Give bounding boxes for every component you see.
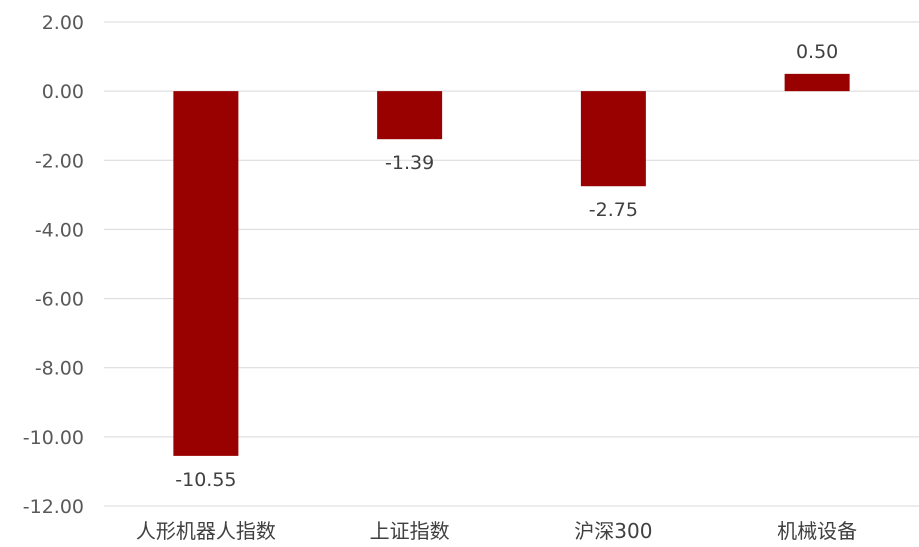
data-labels: -10.55 -1.39 -2.75 0.50 — [175, 41, 838, 491]
bar — [784, 73, 850, 92]
y-tick-label: -6.00 — [35, 289, 84, 311]
data-label: 0.50 — [796, 41, 838, 63]
data-label: -2.75 — [589, 199, 638, 221]
y-tick-label: -4.00 — [35, 219, 84, 241]
category-label: 人形机器人指数 — [136, 519, 276, 543]
y-tick-label: -10.00 — [23, 427, 84, 449]
category-label: 沪深300 — [574, 519, 652, 543]
bar — [580, 91, 646, 187]
y-tick-label: -12.00 — [23, 496, 84, 518]
bar — [173, 91, 239, 456]
bars — [173, 73, 850, 456]
category-label: 机械设备 — [777, 519, 857, 543]
y-tick-label: 2.00 — [42, 12, 84, 34]
gridlines — [104, 21, 919, 507]
data-label: -10.55 — [175, 469, 236, 491]
data-label: -1.39 — [385, 152, 434, 174]
y-tick-label: 0.00 — [42, 81, 84, 103]
y-axis-tick-labels: 2.00 0.00 -2.00 -4.00 -6.00 -8.00 -10.00 -12.00 — [23, 12, 84, 518]
y-tick-label: -8.00 — [35, 358, 84, 380]
category-label: 上证指数 — [370, 519, 450, 543]
bar — [377, 91, 443, 140]
category-labels: 人形机器人指数 上证指数 沪深300 机械设备 — [136, 519, 857, 543]
y-tick-label: -2.00 — [35, 150, 84, 172]
